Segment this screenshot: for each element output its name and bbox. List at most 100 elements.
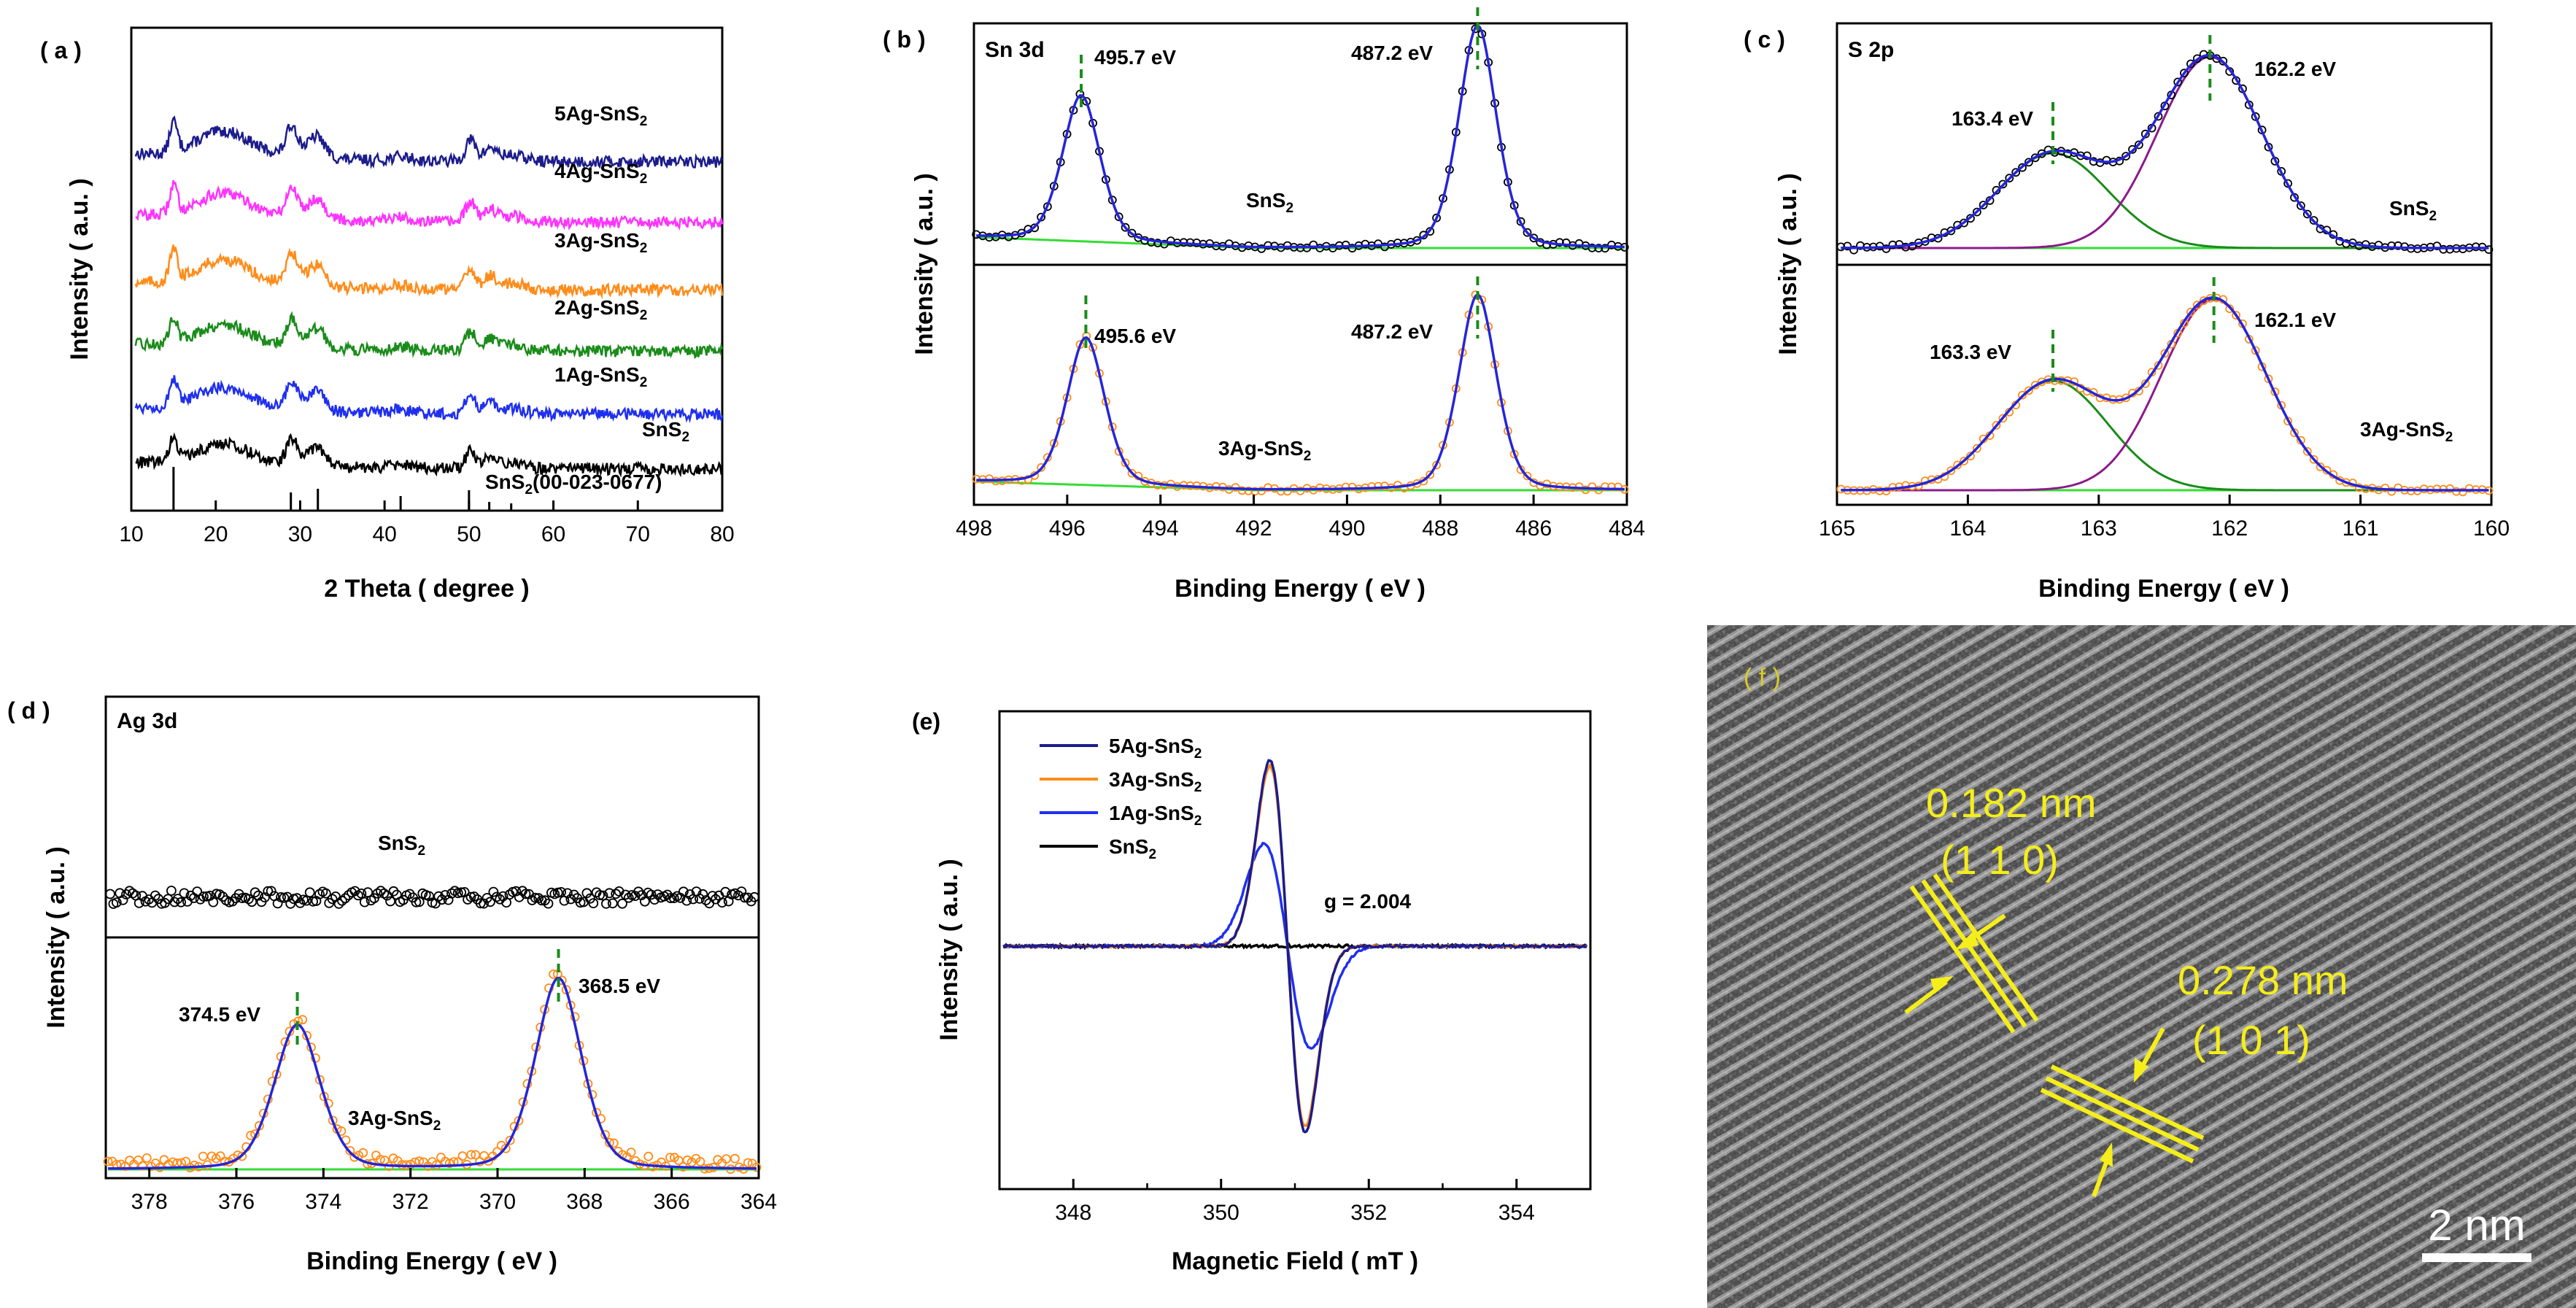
panel-c-title: S 2p <box>1848 38 1894 62</box>
ag3d-top-point-5 <box>121 889 131 899</box>
s2p-point-1-74 <box>2316 463 2325 471</box>
sn3d-point-1-41 <box>1237 486 1247 495</box>
panel-b-peak-label-2: 487.2 eV <box>1351 42 1433 64</box>
ag3d-point-79 <box>444 1158 455 1169</box>
ag3d-top-point-21 <box>172 894 183 904</box>
panel-a-tick-label-2: 30 <box>288 522 312 546</box>
ag3d-top-point-191 <box>720 886 731 897</box>
ag3d-top-point-161 <box>623 892 634 903</box>
ag3d-point-103 <box>549 970 558 979</box>
ag3d-point-85 <box>471 1150 481 1160</box>
sn3d-point-1-61 <box>1367 482 1377 491</box>
ag3d-top-point-69 <box>327 894 338 905</box>
spacing-2-value: 0.278 nm <box>2178 957 2348 1003</box>
ag3d-point-63 <box>376 1155 385 1164</box>
panel-a-series-labels: 5Ag-SnS2 4Ag-SnS2 3Ag-SnS2 2Ag-SnS2 1Ag-… <box>554 102 689 445</box>
sn3d-point-0-96 <box>1594 244 1604 253</box>
ag3d-point-31 <box>237 1151 247 1161</box>
panel-b-sample-top: SnS2 <box>1246 189 1293 216</box>
s2p-point-0-64 <box>2251 112 2260 121</box>
panel-c-peak-label-4: 162.1 eV <box>2254 309 2336 331</box>
s2p-point-0-54 <box>2186 59 2195 69</box>
ag3d-top-point-136 <box>543 898 554 909</box>
panel-b-sample-bottom: 3Ag-SnS2 <box>1218 437 1311 464</box>
ag3d-top-point-102 <box>433 891 444 902</box>
s2p-point-1-73 <box>2309 454 2318 464</box>
ag3d-top-point-155 <box>604 888 615 899</box>
panel-a-tick-label-0: 10 <box>119 522 143 546</box>
panel-d-sample-bottom: 3Ag-SnS2 <box>348 1107 441 1134</box>
arrow-head-2a <box>2134 1058 2148 1083</box>
ag3d-point-93 <box>505 1135 515 1145</box>
sn3d-point-0-90 <box>1555 238 1564 247</box>
panel-d-tick-label-3: 372 <box>392 1190 429 1214</box>
panel-a-y-label: Intensity ( a.u. ) <box>66 178 93 360</box>
ag3d-top-point-44 <box>247 897 258 908</box>
panel-e-g-value: g = 2.004 <box>1324 890 1412 913</box>
panel-a-label: ( a ) <box>40 37 82 63</box>
panel-c: ( c ) S 2p 163.4 eV 162.2 eV SnS2 163.3 … <box>1744 22 2510 603</box>
ag3d-point-59 <box>358 1148 368 1158</box>
sn3d-point-1-45 <box>1264 483 1272 492</box>
panel-a-reference-lines <box>172 467 513 511</box>
s2p-point-1-92 <box>2432 484 2442 494</box>
ag3d-top-point-38 <box>227 896 238 907</box>
ag3d-top-point-43 <box>243 894 254 905</box>
s2p-point-0-49 <box>2154 112 2163 121</box>
s2p-point-0-93 <box>2439 244 2448 254</box>
s2p-point-0-29 <box>2024 158 2033 167</box>
s2p-point-1-50 <box>2160 349 2170 358</box>
legend-label-sns2: SnS2 <box>1109 835 1156 862</box>
sn3d-point-0-28 <box>1153 239 1162 248</box>
panel-d-peak-label-1: 374.5 eV <box>179 1003 260 1026</box>
ag3d-top-point-148 <box>581 888 592 899</box>
ag3d-point-13 <box>159 1155 169 1165</box>
sn3d-point-1-42 <box>1244 487 1253 495</box>
s2p-point-1-61 <box>2232 311 2241 320</box>
ag3d-top-point-59 <box>295 898 306 908</box>
sn3d-point-0-2 <box>985 233 994 242</box>
panel-b-peak-label-1: 495.7 eV <box>1094 46 1176 69</box>
ag3d-top-point-187 <box>707 891 718 901</box>
ag3d-top-point-109 <box>456 887 467 898</box>
s2p-fit-1 <box>1841 296 2489 492</box>
sn3d-point-1-70 <box>1426 470 1435 479</box>
panel-a-x-label: 2 Theta ( degree ) <box>324 575 530 603</box>
sn3d-point-0-9 <box>1030 223 1040 233</box>
s2p-point-0-52 <box>2173 77 2183 87</box>
sn3d-point-1-47 <box>1276 487 1285 496</box>
panel-c-tick-label-4: 161 <box>2343 516 2379 541</box>
ag3d-top-point-126 <box>511 886 522 897</box>
s2p-point-0-100 <box>2484 245 2494 255</box>
panel-a-x-ticks: 10 20 30 40 50 60 70 80 <box>119 500 735 546</box>
ag3d-point-82 <box>457 1151 468 1161</box>
panel-e-legend: 5Ag-SnS2 3Ag-SnS2 1Ag-SnS2 SnS2 <box>1040 735 1202 862</box>
ag3d-top-point-200 <box>749 891 759 902</box>
s2p-point-0-45 <box>2128 144 2137 154</box>
ag3d-point-9 <box>142 1153 152 1163</box>
s2p-point-0-19 <box>1960 218 1969 228</box>
ag3d-top-point-169 <box>649 894 660 905</box>
ag3d-top-point-22 <box>176 897 187 908</box>
panel-d-tick-label-0: 378 <box>131 1190 168 1214</box>
ag3d-top-point-83 <box>372 888 383 899</box>
s2p-point-0-30 <box>2030 153 2040 163</box>
ag3d-top-point-132 <box>530 892 541 903</box>
s2p-point-0-59 <box>2219 56 2228 66</box>
ag3d-top-point-118 <box>485 897 495 908</box>
xrd-series-4Ag-SnS2 <box>135 179 724 231</box>
ag3d-top-point-29 <box>198 891 209 902</box>
s2p-point-1-24 <box>1992 421 2001 430</box>
ag3d-top-point-2 <box>111 897 122 908</box>
sn3d-point-1-97 <box>1601 482 1610 491</box>
series-label-sns2: SnS2 <box>642 418 689 445</box>
panel-a: ( a ) SnS2(00-023-0677) 5Ag-SnS2 4Ag-SnS… <box>40 26 735 603</box>
ag3d-top-point-113 <box>469 891 479 902</box>
panel-e: (e) 5Ag-SnS2 3Ag-SnS2 1Ag-SnS2 SnS2 g = … <box>912 708 1592 1275</box>
panel-c-tick-label-5: 160 <box>2473 516 2510 541</box>
panel-d-label: ( d ) <box>7 697 50 724</box>
s2p-point-1-21 <box>1972 444 1981 453</box>
ag3d-top-point-190 <box>717 897 727 908</box>
panel-b-x-label: Binding Energy ( eV ) <box>1175 575 1426 603</box>
ag3d-top-point-144 <box>568 889 579 900</box>
